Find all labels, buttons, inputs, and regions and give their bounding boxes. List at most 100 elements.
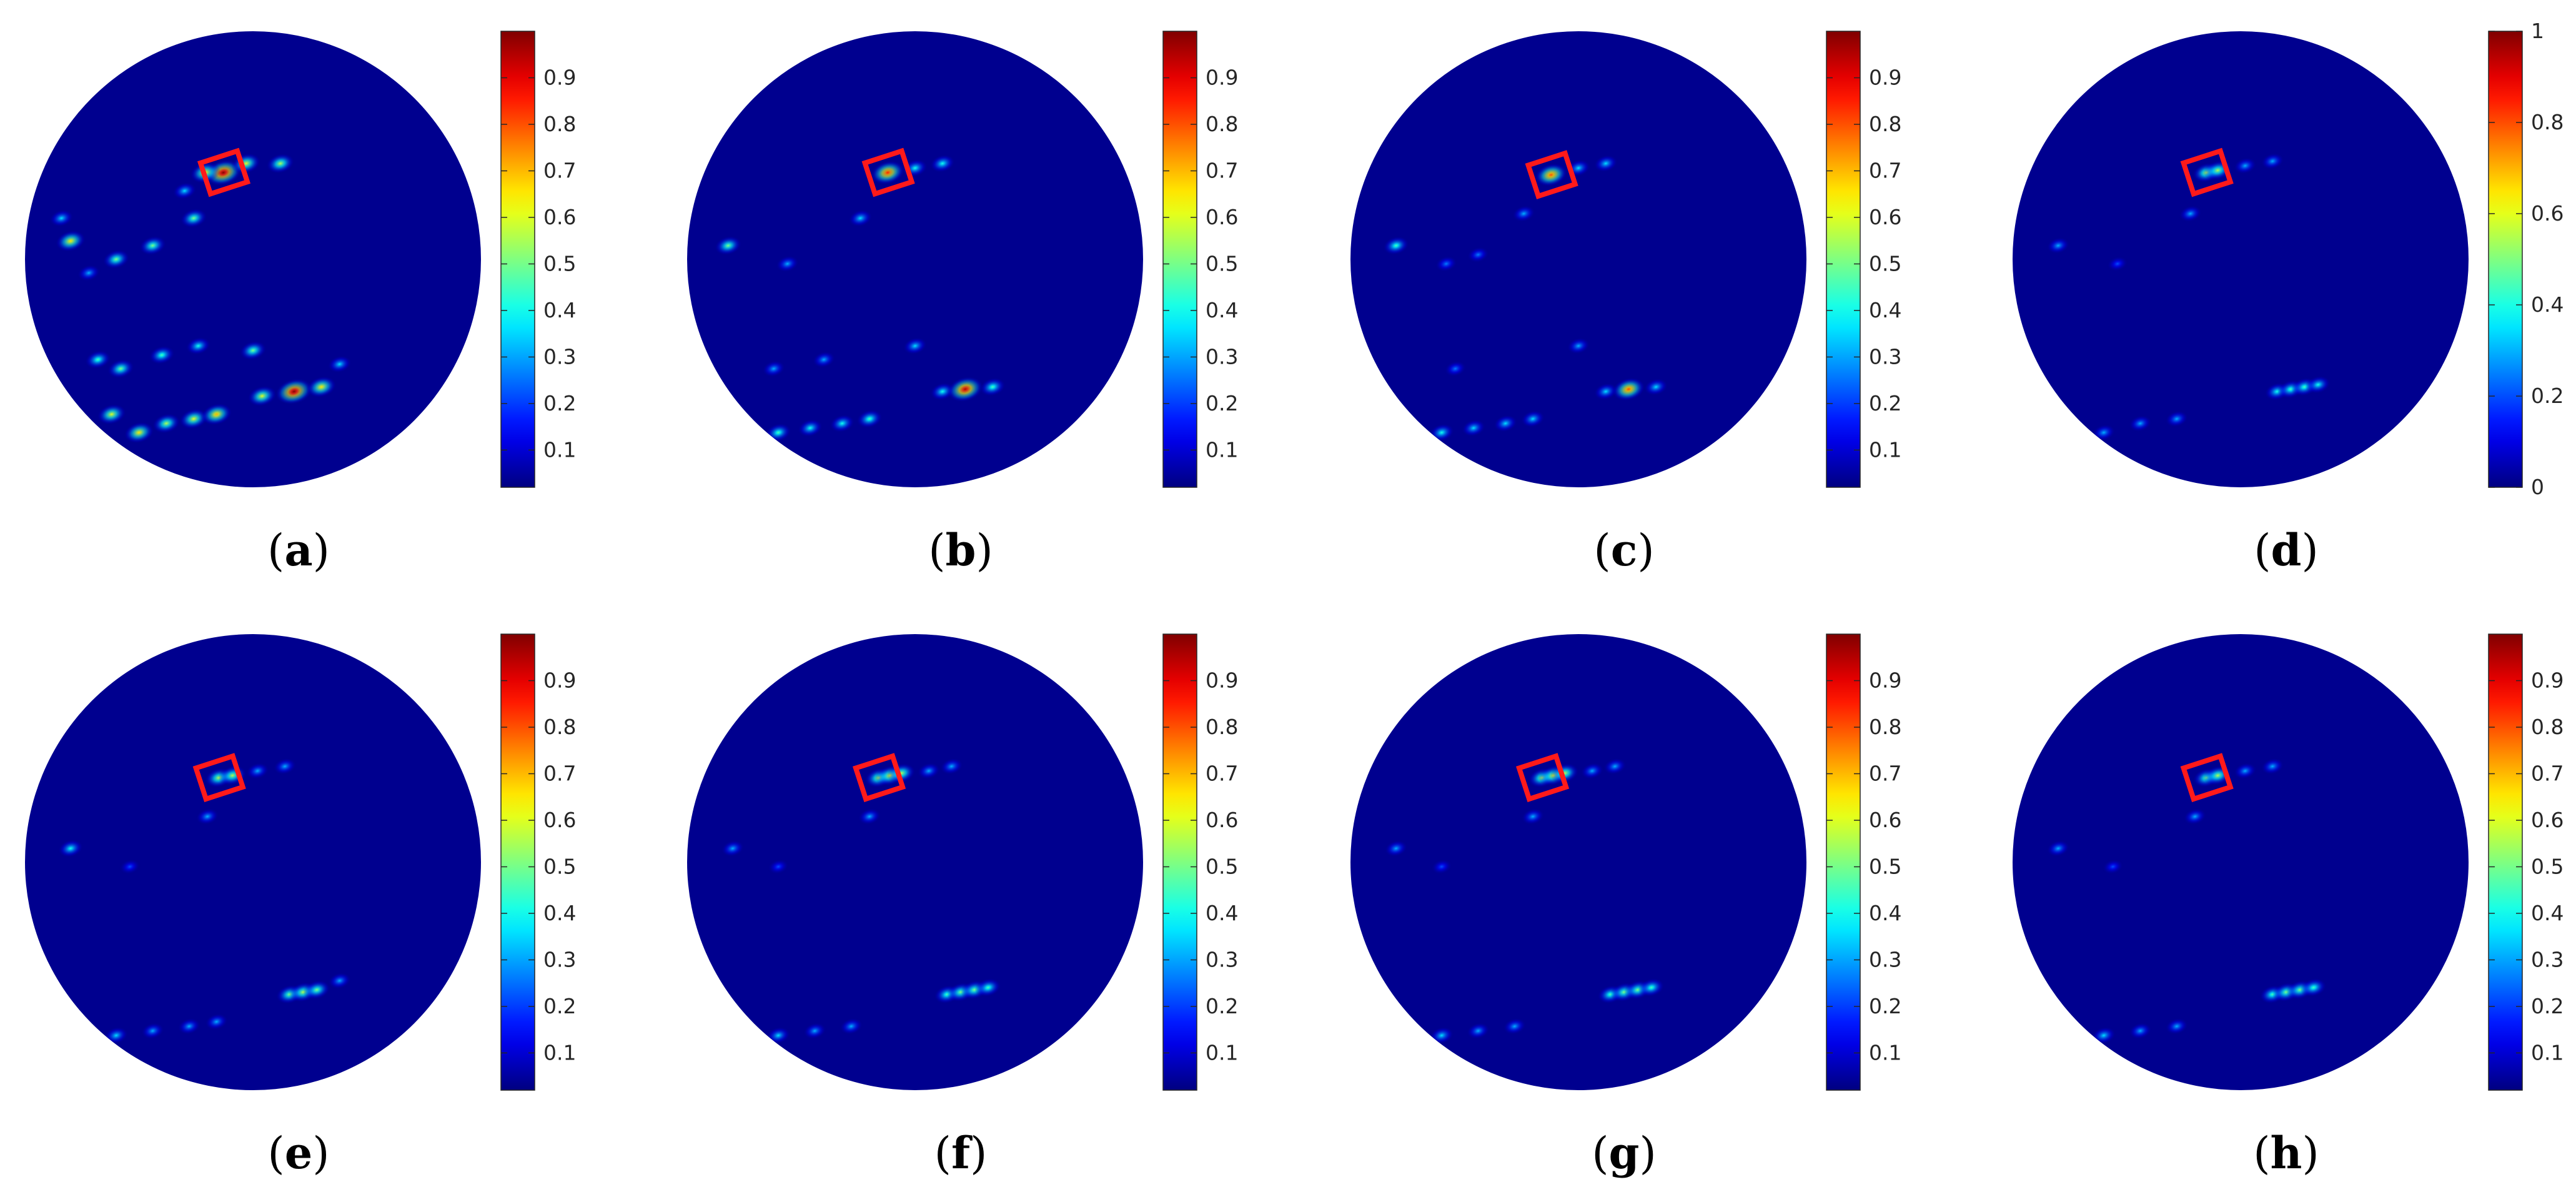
- scatterer-blob: [172, 182, 197, 200]
- target-marker-box: [197, 147, 251, 197]
- scatterer-blob: [766, 1026, 791, 1045]
- scatterer-blob: [1467, 246, 1490, 263]
- scatterer-blob: [1603, 758, 1627, 775]
- colorbar-gradient: [1826, 31, 1861, 488]
- target-marker-box: [1525, 150, 1578, 199]
- image-disc: [25, 634, 481, 1090]
- colorbar: 0.1 0.2 0.3 0.4 0.5 0.6 0.7 0.8 0.9: [1826, 31, 1901, 488]
- colorbar: 0.1 0.2 0.3 0.4 0.5 0.6 0.7 0.8 0.9: [1826, 633, 1901, 1091]
- colorbar-tick-label: 0.4: [1206, 901, 1238, 925]
- colorbar-tick-label: 0.3: [1869, 947, 1901, 971]
- target-marker-box: [192, 753, 246, 802]
- scatterer-blob: [2261, 152, 2284, 170]
- scatterer-blob: [1431, 858, 1452, 875]
- scatterer-blob: [2128, 415, 2152, 432]
- colorbar-tick-label: 0.9: [1206, 668, 1238, 692]
- colorbar-tick-label: 1: [2531, 19, 2544, 43]
- scatterer-blob: [1461, 419, 1486, 437]
- colorbar-tick-label: 0.1: [1869, 1040, 1901, 1065]
- scatterer-blob: [205, 1013, 229, 1030]
- scatterer-blob: [141, 1022, 164, 1040]
- scatterer-blob: [1503, 1018, 1527, 1035]
- panel-a: 0.1 0.2 0.3 0.4 0.5 0.6 0.7 0.8 0.9 (a): [25, 31, 576, 576]
- scatterer-blob: [139, 236, 167, 256]
- scatterer-layer: [715, 154, 1006, 442]
- colorbar-tick-label: 0.8: [1869, 112, 1901, 136]
- colorbar-tick-label: 0.3: [1869, 344, 1901, 369]
- scatterer-blob: [2165, 410, 2189, 427]
- colorbar-tick-label: 0.8: [1206, 715, 1238, 739]
- scatterer-blob: [1593, 154, 1618, 172]
- colorbar-tick-label: 0.3: [543, 947, 576, 971]
- scatterer-blob: [273, 758, 297, 775]
- colorbar-tick-label: 0.7: [1869, 761, 1901, 785]
- scatterer-blob: [102, 249, 130, 269]
- scatterer-blob: [306, 376, 337, 398]
- colorbar-tick-label: 0.7: [1206, 761, 1238, 785]
- colorbar-tick-label: 0.2: [2531, 994, 2564, 1018]
- colorbar: 0.1 0.2 0.3 0.4 0.5 0.6 0.7 0.8 0.9: [2488, 633, 2564, 1091]
- scatterer-blob: [1493, 414, 1518, 432]
- colorbar-tick-label: 0.6: [1206, 205, 1238, 229]
- scatterer-blob: [49, 209, 74, 227]
- panel-caption-letter: c: [1611, 524, 1638, 576]
- colorbar-tick-label: 0.6: [2531, 201, 2564, 226]
- colorbar-tick-label: 0.3: [1206, 947, 1238, 971]
- scatterer-blob: [848, 209, 873, 227]
- colorbar-tick-label: 0.4: [1869, 901, 1901, 925]
- colorbar-tick-label: 0.3: [2531, 947, 2564, 971]
- scatterer-blob: [2306, 375, 2331, 394]
- colorbar-gradient: [2488, 633, 2523, 1091]
- panel-caption: (b): [928, 524, 993, 576]
- panel-h: 0.1 0.2 0.3 0.4 0.5 0.6 0.7 0.8 0.9 (h): [2013, 633, 2564, 1179]
- scatterer-blob: [903, 337, 928, 355]
- scatterer-layer: [2046, 758, 2327, 1045]
- colorbar-tick-label: 0.9: [543, 65, 576, 89]
- target-marker-box: [861, 147, 915, 197]
- image-disc: [25, 31, 481, 487]
- scatterer-blob: [266, 153, 295, 174]
- panel-e: 0.1 0.2 0.3 0.4 0.5 0.6 0.7 0.8 0.9 (e): [25, 633, 576, 1179]
- colorbar-tick-label: 0.4: [543, 901, 576, 925]
- colorbar-tick-label: 0.3: [543, 344, 576, 369]
- scatterer-layer: [721, 758, 1001, 1045]
- scatterer-blob: [1512, 205, 1535, 222]
- scatterer-blob: [768, 858, 789, 875]
- scatterer-layer: [1383, 154, 1668, 442]
- scatterer-blob: [201, 403, 232, 425]
- colorbar-tick-label: 0.6: [1869, 205, 1901, 229]
- panel-caption-letter: d: [2271, 524, 2302, 576]
- colorbar-tick-label: 0.9: [1869, 668, 1901, 692]
- image-disc: [1350, 31, 1806, 487]
- scatterer-blob: [1521, 808, 1545, 825]
- target-marker-box: [852, 753, 906, 802]
- colorbar-tick-label: 0.6: [1206, 808, 1238, 832]
- scatterer-blob: [247, 385, 277, 407]
- panel-caption-letter: g: [1609, 1127, 1640, 1179]
- colorbar-tick-label: 0.4: [2531, 901, 2564, 925]
- scatterer-layer: [57, 758, 352, 1045]
- scatterer-blob: [177, 1018, 201, 1035]
- scatterer-blob: [97, 404, 126, 425]
- colorbar: 0.1 0.2 0.3 0.4 0.5 0.6 0.7 0.8 0.9: [1162, 31, 1238, 488]
- colorbar: 0 0.2 0.4 0.6 0.8 1: [2488, 19, 2564, 499]
- scatterer-blob: [124, 422, 154, 444]
- colorbar-tick-label: 0.8: [2531, 715, 2564, 739]
- scatterer-blob: [327, 355, 352, 373]
- scatterer-blob: [871, 161, 905, 185]
- colorbar-tick-label: 0.5: [543, 251, 576, 276]
- scatterer-blob: [2128, 1022, 2152, 1040]
- panel-caption-letter: a: [284, 524, 312, 576]
- panel-g: 0.1 0.2 0.3 0.4 0.5 0.6 0.7 0.8 0.9 (g): [1350, 633, 1901, 1179]
- scatterer-layer: [49, 153, 352, 444]
- scatterer-blob: [328, 972, 352, 990]
- panel-c: 0.1 0.2 0.3 0.4 0.5 0.6 0.7 0.8 0.9 (c): [1350, 31, 1901, 576]
- panels: 0.10.20.30.40.50.60.70.80.9(a)0.10.20.30…: [25, 19, 2564, 1179]
- panel-caption-letter: b: [946, 524, 976, 576]
- scatterer-blob: [2233, 762, 2257, 780]
- scatterer-blob: [856, 409, 883, 429]
- colorbar-tick-label: 0.1: [1206, 437, 1238, 462]
- scatterer-blob: [2300, 978, 2327, 997]
- scatterer-blob: [974, 978, 1001, 997]
